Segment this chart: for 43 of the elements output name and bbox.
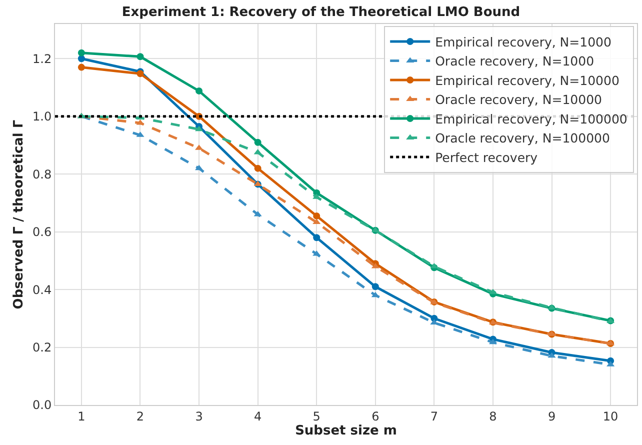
x-tick-label: 10 — [602, 409, 618, 424]
y-tick-label: 0.8 — [32, 167, 52, 182]
point — [430, 262, 438, 268]
legend-label: Empirical recovery, N=10000 — [435, 72, 620, 88]
legend-label: Oracle recovery, N=10000 — [435, 92, 602, 108]
x-tick-label: 4 — [254, 409, 262, 424]
y-tick-label: 1.0 — [32, 110, 52, 124]
point — [548, 352, 556, 358]
chart-title: Experiment 1: Recovery of the Theoretical LMO Bound — [122, 4, 520, 20]
legend-label: Oracle recovery, N=1000 — [435, 54, 594, 69]
point — [254, 164, 262, 172]
legend-label: Empirical recovery, N=1000 — [435, 34, 612, 50]
point — [136, 53, 144, 60]
point — [313, 234, 320, 242]
point — [254, 148, 262, 154]
y-tick-label: 0.0 — [32, 398, 52, 412]
point — [372, 283, 379, 290]
point — [254, 138, 262, 146]
point — [196, 87, 203, 94]
y-tick-label: 0.6 — [32, 225, 52, 240]
point — [371, 262, 380, 268]
x-tick-label: 2 — [136, 409, 144, 424]
x-axis-title: Subset size m — [295, 423, 397, 438]
y-axis-title: Observed Γ / theoretical Γ — [11, 120, 26, 310]
x-tick-label: 9 — [548, 409, 556, 424]
y-tick-label: 0.4 — [32, 282, 52, 297]
x-tick-label: 3 — [195, 409, 203, 424]
x-tick-label: 5 — [312, 409, 320, 424]
legend-label: Oracle recovery, N=100000 — [435, 130, 610, 146]
point — [371, 292, 380, 298]
point — [78, 55, 85, 62]
point — [312, 218, 321, 224]
x-tick-label: 6 — [372, 409, 380, 424]
y-tick-label: 1.2 — [32, 52, 52, 66]
legend-label: Empirical recovery, N=100000 — [435, 111, 628, 126]
x-tick-label: 7 — [430, 409, 438, 424]
point — [78, 64, 85, 71]
x-tick-label: 8 — [489, 409, 497, 424]
y-tick-label: 0.2 — [32, 340, 52, 354]
legend-label: Perfect recovery — [435, 150, 538, 165]
x-tick-label: 1 — [78, 409, 86, 424]
point — [78, 49, 85, 56]
point — [313, 212, 320, 220]
